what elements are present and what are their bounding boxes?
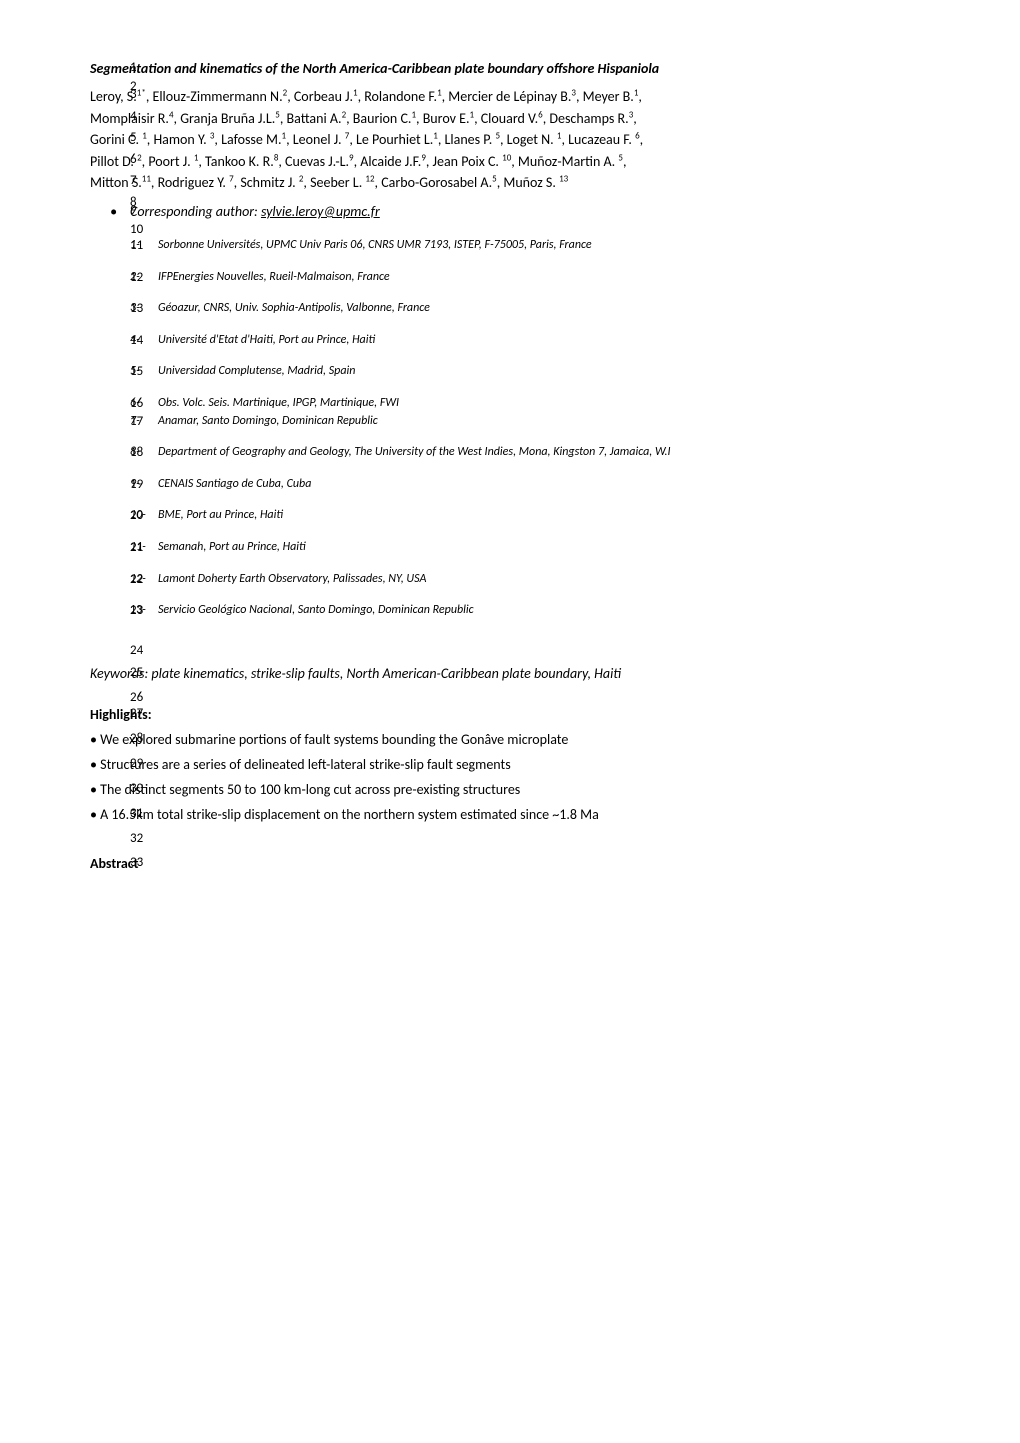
line-number: 13 — [130, 301, 143, 316]
affiliation: 1-Sorbonne Universités, UPMC Univ Paris … — [90, 238, 950, 254]
corresponding-label: Corresponding author: — [130, 203, 261, 220]
line-number: 4 — [130, 109, 137, 124]
author-line: Pillot D. 2, Poort J. 1, Tankoo K. R.8, … — [90, 152, 950, 172]
affiliation: 11-Semanah, Port au Prince, Haiti — [90, 540, 950, 556]
line-number: 3 — [130, 87, 137, 102]
highlight-item: • Structures are a series of delineated … — [90, 756, 950, 773]
line-number: 5 — [130, 130, 137, 145]
highlight-item: • The distinct segments 50 to 100 km-lon… — [90, 781, 950, 798]
line-number: 33 — [130, 855, 143, 870]
line-number: 18 — [130, 445, 143, 460]
line-number: 24 — [130, 643, 143, 658]
author-line: Leroy, S.1*, Ellouz-Zimmermann N.2, Corb… — [90, 87, 950, 107]
highlights-heading: Highlights: — [90, 706, 950, 723]
affiliation: 9-CENAIS Santiago de Cuba, Cuba — [90, 477, 950, 493]
line-number: 27 — [130, 706, 143, 721]
line-number: 10 — [130, 222, 143, 237]
abstract-heading: Abstract — [90, 855, 950, 872]
affiliation: 10-BME, Port au Prince, Haiti — [90, 508, 950, 524]
paper-title: Segmentation and kinematics of the North… — [90, 60, 950, 77]
line-number: 6 — [130, 152, 137, 167]
affiliation: 6-Obs. Volc. Seis. Martinique, IPGP, Mar… — [90, 396, 950, 412]
corresponding-author: Corresponding author: sylvie.leroy@upmc.… — [90, 203, 950, 220]
line-number: 32 — [130, 831, 143, 846]
line-number: 1 — [130, 60, 137, 75]
author-line: Mitton S.11, Rodriguez Y. 7, Schmitz J. … — [90, 173, 950, 193]
affiliation: 3-Géoazur, CNRS, Univ. Sophia-Antipolis,… — [90, 301, 950, 317]
line-number: 12 — [130, 270, 143, 285]
line-number: 25 — [130, 665, 143, 680]
line-number: 11 — [130, 238, 143, 253]
affiliation: 13-Servicio Geológico Nacional, Santo Do… — [90, 603, 950, 619]
affiliation: 4-Université d'Etat d'Haiti, Port au Pri… — [90, 333, 950, 349]
line-number: 28 — [130, 731, 143, 746]
author-line: Gorini C. 1, Hamon Y. 3, Lafosse M.1, Le… — [90, 130, 950, 150]
affiliation: 12-Lamont Doherty Earth Observatory, Pal… — [90, 572, 950, 588]
line-number: 29 — [130, 756, 143, 771]
corresponding-email: sylvie.leroy@upmc.fr — [261, 203, 380, 220]
line-number: 31 — [130, 806, 143, 821]
line-number: 7 — [130, 173, 137, 188]
line-number: 16 — [130, 396, 143, 411]
line-number: 26 — [130, 690, 143, 705]
line-number: 14 — [130, 333, 143, 348]
keywords: Keywords: plate kinematics, strike-slip … — [90, 665, 950, 682]
affiliation: 5-Universidad Complutense, Madrid, Spain — [90, 364, 950, 380]
affiliation: 7-Anamar, Santo Domingo, Dominican Repub… — [90, 414, 950, 430]
line-number: 22 — [130, 572, 143, 587]
line-number: 17 — [130, 414, 143, 429]
highlight-item: • We explored submarine portions of faul… — [90, 731, 950, 748]
line-number: 30 — [130, 781, 143, 796]
line-number: 23 — [130, 603, 143, 618]
author-line: Momplaisir R.4, Granja Bruña J.L.5, Batt… — [90, 109, 950, 129]
affiliation: 2-IFPEnergies Nouvelles, Rueil-Malmaison… — [90, 270, 950, 286]
line-number: 21 — [130, 540, 143, 555]
affiliation: 8-Department of Geography and Geology, T… — [90, 445, 950, 461]
line-number: 19 — [130, 477, 143, 492]
highlight-item: • A 16.5km total strike-slip displacemen… — [90, 806, 950, 823]
line-number: 20 — [130, 508, 143, 523]
line-number: 15 — [130, 364, 143, 379]
